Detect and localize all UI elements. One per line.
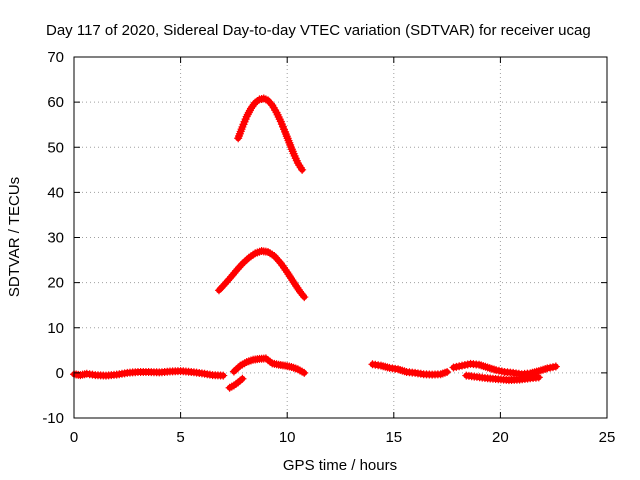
- data-point: [443, 367, 452, 376]
- data-point: [275, 257, 284, 266]
- series-track-low-3: [368, 360, 452, 379]
- data-point: [551, 362, 560, 371]
- series-track-low-1: [70, 367, 228, 380]
- data-point: [219, 371, 228, 380]
- plot-frame: [73, 56, 608, 419]
- data-point: [249, 100, 258, 109]
- tick-layer: 0 5 10 15 20 25 -10 0 10 20 30 40 50 60 70: [42, 49, 615, 446]
- data-point: [242, 112, 251, 121]
- series-arc-middle: [214, 247, 309, 302]
- x-tick-label: 15: [385, 429, 402, 446]
- y-axis-title: SDTVAR / TECUs: [6, 177, 23, 297]
- y-tick-label: -10: [42, 410, 64, 427]
- data-point: [300, 293, 309, 302]
- x-tick-label: 5: [176, 429, 184, 446]
- data-point: [243, 110, 252, 119]
- y-tick-label: 40: [47, 184, 64, 201]
- data-point: [236, 261, 245, 270]
- x-tick-label: 10: [279, 429, 296, 446]
- series-band: [235, 95, 306, 173]
- x-tick-label: 20: [492, 429, 509, 446]
- y-tick-label: 70: [47, 49, 64, 66]
- y-tick-label: 60: [47, 94, 64, 111]
- y-tick-label: 10: [47, 320, 64, 337]
- data-point: [534, 373, 543, 382]
- y-tick-label: 20: [47, 275, 64, 292]
- data-point: [244, 108, 253, 117]
- series-track-low-5: [462, 371, 543, 385]
- x-tick-label: 0: [70, 429, 78, 446]
- y-tick-label: 50: [47, 139, 64, 156]
- y-tick-label: 30: [47, 230, 64, 247]
- x-axis-title: GPS time / hours: [283, 457, 397, 474]
- series-arc-upper: [234, 94, 307, 174]
- data-point: [298, 165, 307, 174]
- data-layer: [70, 94, 560, 392]
- grid-layer: [74, 57, 607, 418]
- y-tick-label: 0: [56, 365, 64, 382]
- data-point: [266, 99, 275, 108]
- series-track-dip: [225, 374, 247, 392]
- series-track-low-2: [229, 354, 309, 377]
- data-point: [300, 368, 309, 377]
- chart-title: Day 117 of 2020, Sidereal Day-to-day VTE…: [46, 22, 591, 39]
- x-tick-label: 25: [599, 429, 616, 446]
- data-point: [238, 374, 247, 383]
- series-track-low-4: [449, 359, 560, 379]
- data-point: [298, 291, 307, 300]
